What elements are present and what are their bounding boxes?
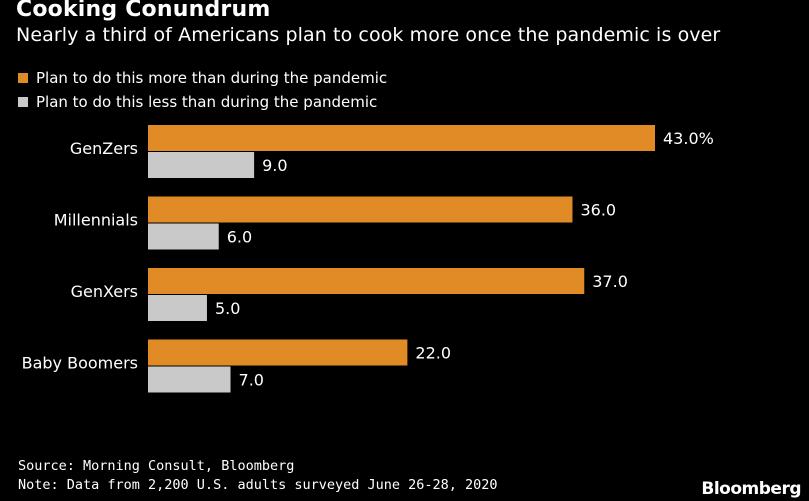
source-note: Source: Morning Consult, Bloomberg (18, 458, 295, 474)
value-label-more-millennials: 36.0 (580, 201, 616, 220)
value-label-less-genxers: 5.0 (215, 299, 240, 318)
value-label-less-millennials: 6.0 (227, 228, 252, 247)
bar-more-baby-boomers (148, 339, 408, 366)
legend-swatch-more (18, 73, 28, 83)
value-label-more-baby-boomers: 22.0 (415, 344, 451, 363)
value-label-less-baby-boomers: 7.0 (239, 371, 264, 390)
value-label-less-genzers: 9.0 (262, 156, 287, 175)
bloomberg-logo: Bloomberg (701, 479, 801, 499)
survey-note: Note: Data from 2,200 U.S. adults survey… (18, 477, 498, 493)
value-label-more-genxers: 37.0 (592, 272, 628, 291)
bar-less-genzers (148, 152, 255, 178)
legend-label-more: Plan to do this more than during the pan… (36, 69, 388, 87)
chart-subtitle: Nearly a third of Americans plan to cook… (16, 24, 721, 46)
legend-label-less: Plan to do this less than during the pan… (36, 93, 378, 111)
category-label-baby-boomers: Baby Boomers (22, 354, 138, 373)
category-label-genzers: GenZers (70, 139, 138, 158)
chart-title: Cooking Conundrum (16, 0, 271, 22)
legend-item-less: Plan to do this less than during the pan… (18, 90, 387, 114)
bar-less-genxers (148, 295, 207, 321)
legend-item-more: Plan to do this more than during the pan… (18, 66, 387, 90)
category-label-millennials: Millennials (54, 211, 138, 230)
bar-more-millennials (148, 196, 573, 223)
bar-less-baby-boomers (148, 366, 231, 393)
bar-less-millennials (148, 223, 219, 250)
chart-footer: Source: Morning Consult, Bloomberg Note:… (18, 457, 498, 495)
bar-more-genzers (148, 125, 655, 151)
legend-swatch-less (18, 97, 28, 107)
legend: Plan to do this more than during the pan… (18, 66, 387, 114)
bar-more-genxers (148, 268, 585, 294)
value-label-more-genzers: 43.0% (663, 129, 714, 148)
category-label-genxers: GenXers (71, 282, 138, 301)
